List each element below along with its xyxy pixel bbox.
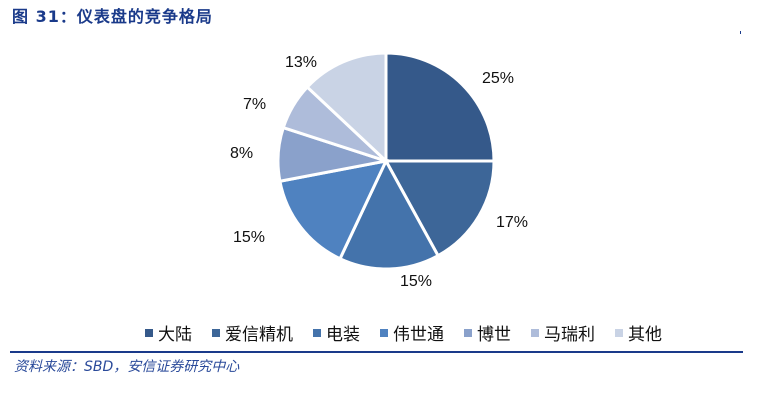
slice-label-2: 15% [400,273,433,290]
legend-swatch [531,328,539,337]
legend-swatch [145,328,153,337]
legend-item: 伟世通 [380,320,444,345]
pie-slice-2 [338,157,441,271]
legend-swatch [464,328,472,337]
pie-slice-6 [305,51,388,165]
legend-swatch [212,328,220,337]
legend-item: 爱信精机 [212,320,293,345]
legend-item: 大陆 [145,320,192,345]
slice-label-1: 17% [496,214,529,231]
figure-title: 图 31：仪表盘的竞争格局 [12,7,213,26]
legend-item: 马瑞利 [531,320,595,345]
legend-swatch [380,328,388,337]
legend-item: 电装 [313,320,360,345]
source-note: 资料来源：SBD，安信证券研究中心 [14,359,240,375]
slice-label-6: 13% [285,54,318,71]
legend-swatch [615,328,623,337]
slice-label-3: 15% [233,229,266,246]
pie-chart [276,51,496,271]
legend-item: 博世 [464,320,511,345]
decorative-mark [740,31,741,34]
chart-legend: 大陆 爱信精机 电装 伟世通 博世 马瑞利 其他 [145,320,682,345]
slice-label-5: 7% [243,96,267,113]
pie-slice-0 [384,51,496,163]
slice-label-0: 25% [482,70,515,87]
pie-slice-1 [383,159,496,258]
legend-swatch [313,328,321,337]
legend-item: 其他 [615,320,662,345]
pie-slice-3 [278,158,389,261]
slice-label-4: 8% [230,145,254,162]
divider-rule [10,351,743,353]
